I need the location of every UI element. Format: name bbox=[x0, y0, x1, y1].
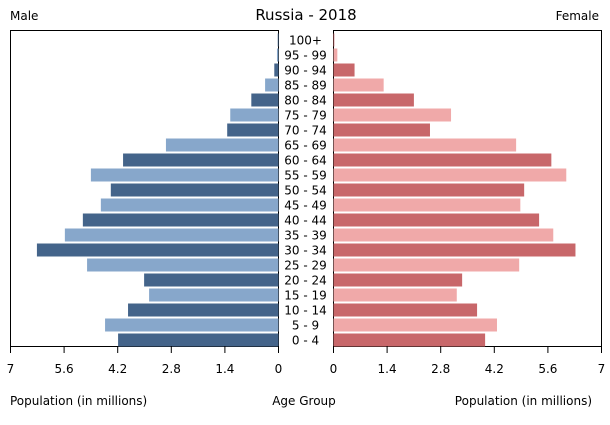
age-group-label: 50 - 54 bbox=[284, 184, 327, 198]
female-bar-30-34 bbox=[333, 243, 576, 257]
age-group-label: 80 - 84 bbox=[284, 94, 327, 108]
male-bar-80-84 bbox=[251, 93, 279, 107]
male-bar-10-14 bbox=[128, 303, 279, 317]
male-bar-45-49 bbox=[100, 198, 279, 212]
age-group-label: 100+ bbox=[289, 34, 322, 48]
female-bar-25-29 bbox=[333, 258, 520, 272]
female-bar-80-84 bbox=[333, 93, 414, 107]
x-axis-label-male: Population (in millions) bbox=[10, 394, 147, 408]
age-group-label: 55 - 59 bbox=[284, 169, 327, 183]
female-tick-label: 2.8 bbox=[431, 362, 450, 376]
female-bar-85-89 bbox=[333, 78, 384, 92]
male-bar-50-54 bbox=[110, 183, 279, 197]
female-bar-55-59 bbox=[333, 168, 567, 182]
female-bar-10-14 bbox=[333, 303, 478, 317]
chart-title: Russia - 2018 bbox=[255, 6, 356, 24]
age-group-label: 60 - 64 bbox=[284, 154, 327, 168]
male-bar-5-9 bbox=[105, 318, 279, 332]
male-bar-60-64 bbox=[123, 153, 279, 167]
female-tick-label: 5.6 bbox=[538, 362, 557, 376]
male-bar-35-39 bbox=[64, 228, 279, 242]
male-bar-20-24 bbox=[144, 273, 279, 287]
x-axis-label-female: Population (in millions) bbox=[455, 394, 592, 408]
age-group-label: 20 - 24 bbox=[284, 274, 327, 288]
female-bar-35-39 bbox=[333, 228, 554, 242]
female-tick-label: 1.4 bbox=[378, 362, 397, 376]
x-axis-label-age: Age Group bbox=[272, 394, 336, 408]
male-bar-85-89 bbox=[265, 78, 279, 92]
male-bar-15-19 bbox=[149, 288, 279, 302]
age-group-label: 65 - 69 bbox=[284, 139, 327, 153]
male-tick-label: 0 bbox=[275, 362, 283, 376]
female-tick-label: 7 bbox=[598, 362, 606, 376]
male-tick-label: 1.4 bbox=[215, 362, 234, 376]
male-bar-95-99 bbox=[276, 48, 279, 62]
male-bar-40-44 bbox=[82, 213, 279, 227]
female-bar-0-4 bbox=[333, 333, 486, 347]
female-bar-90-94 bbox=[333, 63, 355, 77]
female-bar-5-9 bbox=[333, 318, 497, 332]
male-bar-65-69 bbox=[165, 138, 279, 152]
female-bar-45-49 bbox=[333, 198, 521, 212]
female-bar-15-19 bbox=[333, 288, 457, 302]
male-bar-75-79 bbox=[230, 108, 279, 122]
age-group-label: 10 - 14 bbox=[284, 304, 327, 318]
male-bar-30-34 bbox=[36, 243, 279, 257]
male-label: Male bbox=[10, 9, 38, 23]
male-bar-55-59 bbox=[90, 168, 279, 182]
age-group-label: 25 - 29 bbox=[284, 259, 327, 273]
female-bar-40-44 bbox=[333, 213, 540, 227]
male-bar-0-4 bbox=[118, 333, 279, 347]
age-group-label: 35 - 39 bbox=[284, 229, 327, 243]
female-bar-20-24 bbox=[333, 273, 463, 287]
age-group-label: 5 - 9 bbox=[292, 319, 319, 333]
age-group-label: 90 - 94 bbox=[284, 64, 327, 78]
male-tick-label: 7 bbox=[7, 362, 15, 376]
age-group-label: 0 - 4 bbox=[292, 334, 319, 348]
age-group-label: 15 - 19 bbox=[284, 289, 327, 303]
female-bar-50-54 bbox=[333, 183, 525, 197]
female-bar-60-64 bbox=[333, 153, 552, 167]
female-bar-70-74 bbox=[333, 123, 430, 137]
female-tick-label: 0 bbox=[330, 362, 338, 376]
age-group-label: 95 - 99 bbox=[284, 49, 327, 63]
female-bar-65-69 bbox=[333, 138, 517, 152]
male-tick-label: 5.6 bbox=[55, 362, 74, 376]
male-bar-100+ bbox=[277, 33, 279, 47]
male-bar-70-74 bbox=[227, 123, 279, 137]
age-group-label: 70 - 74 bbox=[284, 124, 327, 138]
female-bar-100+ bbox=[333, 33, 335, 47]
male-tick-label: 2.8 bbox=[162, 362, 181, 376]
female-bar-75-79 bbox=[333, 108, 452, 122]
male-tick-label: 4.2 bbox=[108, 362, 127, 376]
age-group-label: 45 - 49 bbox=[284, 199, 327, 213]
male-bar-90-94 bbox=[274, 63, 279, 77]
age-group-label: 85 - 89 bbox=[284, 79, 327, 93]
male-bar-25-29 bbox=[87, 258, 279, 272]
age-group-label: 75 - 79 bbox=[284, 109, 327, 123]
age-group-label: 40 - 44 bbox=[284, 214, 327, 228]
female-label: Female bbox=[556, 9, 599, 23]
female-tick-label: 4.2 bbox=[485, 362, 504, 376]
female-bar-95-99 bbox=[333, 48, 338, 62]
age-group-label: 30 - 34 bbox=[284, 244, 327, 258]
